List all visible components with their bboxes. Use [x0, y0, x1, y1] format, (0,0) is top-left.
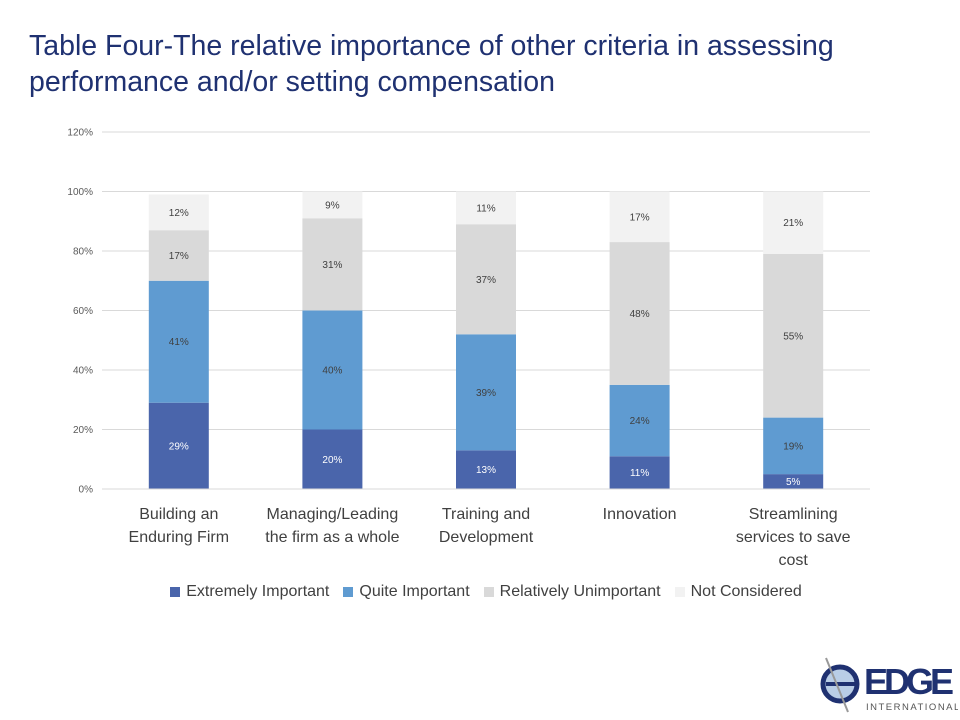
category-line: Innovation: [602, 506, 677, 523]
bar-segment: [148, 280, 209, 403]
legend-swatch: [343, 587, 354, 597]
data-label: 48%: [630, 309, 650, 320]
bar-segment: [302, 429, 363, 489]
bar-segment: [609, 456, 670, 489]
data-label: 11%: [630, 468, 649, 479]
x-category-label: Training and Development: [416, 503, 556, 549]
legend-label: Quite Important: [359, 583, 470, 600]
category-line: the firm as a whole: [265, 529, 400, 546]
data-label: 37%: [476, 275, 496, 286]
legend-label: Relatively Unimportant: [499, 583, 661, 600]
data-label: 13%: [476, 465, 496, 476]
y-tick-label: 80%: [73, 247, 93, 258]
legend-item: Not Considered: [674, 583, 802, 601]
bar-segment: [763, 417, 824, 475]
data-label: 55%: [783, 331, 803, 342]
bar-segment: [148, 230, 209, 281]
x-category-label: Streamlining services to save cost: [723, 503, 863, 572]
data-label: 40%: [322, 366, 342, 377]
bar-segment: [763, 474, 824, 489]
data-label: 39%: [476, 388, 496, 399]
svg-text:INTERNATIONAL: INTERNATIONAL: [866, 702, 958, 713]
bar-segment: [763, 253, 824, 418]
x-category-label: Managing/Leading the firm as a whole: [262, 503, 402, 549]
y-tick-label: 120%: [67, 128, 93, 139]
legend-label: Extremely Important: [186, 583, 330, 600]
bar-segment: [302, 310, 363, 430]
bar-segment: [456, 191, 516, 225]
legend-item: Relatively Unimportant: [483, 583, 661, 601]
bar-segment: [609, 242, 670, 385]
bar-segment: [763, 191, 824, 254]
category-line: Managing/Leading: [266, 506, 399, 523]
bar-segment: [609, 191, 670, 243]
x-category-label: Building an Enduring Firm: [109, 503, 249, 549]
bar-segment: [148, 402, 209, 489]
data-label: 11%: [476, 203, 495, 214]
data-label: 17%: [169, 251, 189, 262]
y-tick-label: 100%: [67, 187, 93, 198]
legend-swatch: [674, 587, 685, 597]
data-label: 12%: [169, 208, 189, 219]
data-label: 31%: [322, 260, 342, 271]
data-label: 9%: [325, 200, 340, 211]
data-label: 24%: [630, 416, 650, 427]
legend-swatch: [483, 587, 494, 597]
legend-item: Extremely Important: [170, 583, 329, 601]
y-tick-label: 20%: [73, 425, 93, 436]
data-label: 29%: [169, 441, 189, 452]
data-label: 41%: [169, 337, 189, 348]
category-line: cost: [778, 552, 808, 569]
bar-segment: [456, 224, 516, 335]
data-label: 19%: [783, 441, 803, 452]
category-line: Training and: [441, 506, 531, 523]
bar-segment: [302, 191, 363, 219]
bar-segment: [148, 194, 209, 231]
legend: Extremely Important Quite Important Relati…: [0, 583, 960, 601]
bar-segment: [456, 450, 516, 489]
x-category-label: Innovation: [570, 503, 710, 526]
slide-title: Table Four-The relative importance of ot…: [29, 30, 834, 98]
legend-label: Not Considered: [690, 583, 802, 600]
category-line: Streamlining: [748, 506, 838, 523]
data-label: 5%: [786, 477, 801, 488]
edge-international-logo: EDGE INTERNATIONAL: [820, 657, 958, 713]
category-line: Building an: [139, 506, 219, 523]
bar-segment: [609, 384, 670, 457]
bar-segment: [456, 334, 516, 451]
data-label: 21%: [783, 218, 803, 229]
y-tick-label: 60%: [73, 306, 93, 317]
legend-item: Quite Important: [343, 583, 470, 601]
legend-swatch: [170, 587, 181, 597]
svg-text:EDGE: EDGE: [864, 661, 954, 702]
data-label: 20%: [322, 455, 342, 466]
category-line: Development: [438, 529, 534, 546]
y-tick-label: 0%: [79, 485, 94, 496]
category-line: Enduring Firm: [128, 529, 230, 546]
y-tick-label: 40%: [73, 366, 93, 377]
category-line: services to save: [735, 529, 851, 546]
bar-segment: [302, 218, 363, 311]
data-label: 17%: [630, 212, 650, 223]
